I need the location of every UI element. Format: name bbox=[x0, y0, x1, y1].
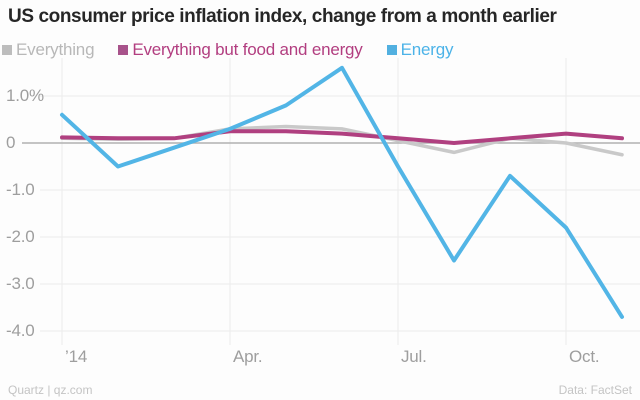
y-tick-label: 1.0% bbox=[6, 86, 44, 105]
footer: Quartz | qz.com Data: FactSet bbox=[8, 383, 632, 397]
x-tick-label: Oct. bbox=[569, 347, 600, 366]
source-branding: Quartz | qz.com bbox=[8, 383, 93, 397]
legend-item-energy: Energy bbox=[386, 40, 454, 60]
legend: Everything Everything but food and energ… bbox=[2, 40, 453, 60]
legend-label: Energy bbox=[400, 40, 454, 59]
y-tick-label: -4.0 bbox=[6, 321, 35, 340]
chart-title: US consumer price inflation index, chang… bbox=[8, 6, 557, 27]
legend-swatch-icon bbox=[386, 45, 397, 55]
y-tick-label: -2.0 bbox=[6, 227, 35, 246]
x-tick-label: ’14 bbox=[65, 347, 88, 366]
y-tick-label: -3.0 bbox=[6, 274, 35, 293]
legend-swatch-icon bbox=[2, 45, 12, 55]
legend-label: Everything bbox=[16, 40, 95, 59]
series-line-everything bbox=[60, 124, 624, 157]
series-line-energy bbox=[60, 65, 624, 319]
legend-item-everything: Everything bbox=[2, 40, 95, 60]
y-tick-label: 0 bbox=[6, 133, 16, 152]
series-line-core bbox=[60, 129, 624, 145]
x-tick-label: Apr. bbox=[233, 347, 263, 366]
x-tick-label: Jul. bbox=[401, 347, 427, 366]
y-tick-label: -1.0 bbox=[6, 180, 35, 199]
data-source: Data: FactSet bbox=[558, 383, 632, 397]
legend-label: Everything but food and energy bbox=[132, 40, 363, 59]
legend-swatch-icon bbox=[118, 45, 129, 55]
legend-item-core: Everything but food and energy bbox=[118, 40, 363, 60]
